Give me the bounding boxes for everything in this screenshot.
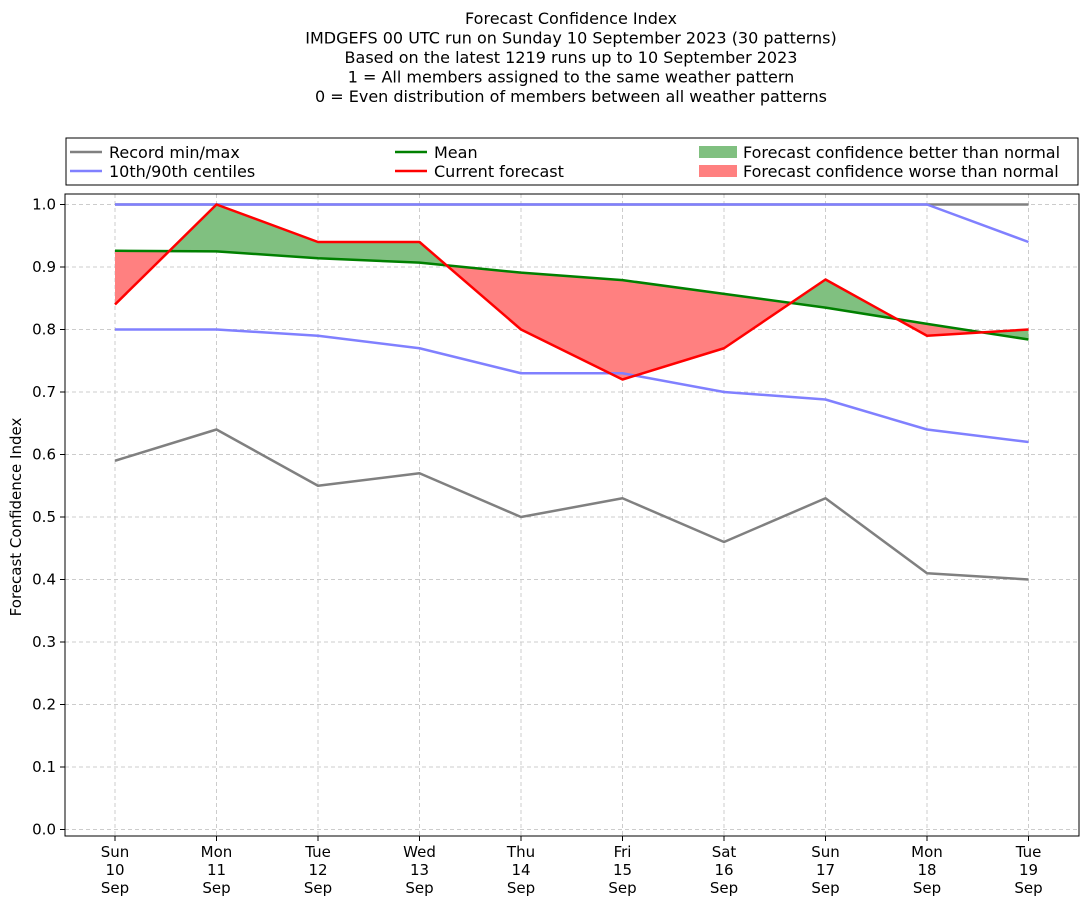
x-tick-label: Sun bbox=[811, 843, 840, 861]
x-tick-label: Sep bbox=[405, 879, 433, 897]
series-line-current bbox=[114, 203, 1029, 381]
series-lines bbox=[114, 203, 1029, 581]
x-tick-label: Sep bbox=[811, 879, 839, 897]
x-tick-label: Thu bbox=[506, 843, 535, 861]
x-tick-label: 15 bbox=[613, 861, 632, 879]
y-axis-label: Forecast Confidence Index bbox=[7, 418, 25, 617]
plot-frame bbox=[64, 193, 1080, 837]
y-tick-label: 0.8 bbox=[32, 321, 56, 339]
title-line: IMDGEFS 00 UTC run on Sunday 10 Septembe… bbox=[305, 29, 837, 48]
legend-label: Mean bbox=[434, 143, 478, 162]
legend-label: 10th/90th centiles bbox=[109, 162, 255, 181]
series-line-p90 bbox=[115, 203, 1029, 244]
x-tick-label: Sat bbox=[712, 843, 737, 861]
series-line-record_min bbox=[114, 428, 1029, 581]
y-tick-label: 0.0 bbox=[32, 821, 56, 839]
x-tick-label: Sun bbox=[101, 843, 130, 861]
y-tick-label: 0.4 bbox=[32, 571, 56, 589]
legend-item: Forecast confidence better than normal bbox=[699, 143, 1060, 162]
x-tick-label: Sep bbox=[507, 879, 535, 897]
x-tick-label: Mon bbox=[201, 843, 233, 861]
x-tick-label: Tue bbox=[1015, 843, 1042, 861]
x-tick-label: 10 bbox=[105, 861, 124, 879]
x-tick-label: Sep bbox=[913, 879, 941, 897]
y-tick-label: 0.2 bbox=[32, 696, 56, 714]
fill-worse-than-normal bbox=[521, 272, 623, 380]
title-line: Based on the latest 1219 runs up to 10 S… bbox=[345, 48, 798, 67]
fill-better-than-normal bbox=[318, 242, 420, 263]
legend-item: Mean bbox=[395, 143, 478, 162]
fill-worse-than-normal bbox=[622, 280, 724, 380]
title-line: Forecast Confidence Index bbox=[465, 9, 677, 28]
x-tick-label: Sep bbox=[101, 879, 129, 897]
x-tick-label: Sep bbox=[608, 879, 636, 897]
title-line: 0 = Even distribution of members between… bbox=[315, 87, 827, 106]
y-tick-label: 0.7 bbox=[32, 383, 56, 401]
axes: 0.00.10.20.30.40.50.60.70.80.91.0Sun10Se… bbox=[32, 193, 1080, 897]
x-tick-label: Sep bbox=[304, 879, 332, 897]
legend-label: Forecast confidence better than normal bbox=[743, 143, 1060, 162]
legend-item: 10th/90th centiles bbox=[70, 162, 255, 181]
y-tick-label: 0.1 bbox=[32, 758, 56, 776]
x-tick-label: 14 bbox=[511, 861, 530, 879]
x-tick-label: 19 bbox=[1019, 861, 1038, 879]
legend-item: Current forecast bbox=[395, 162, 564, 181]
legend-item: Record min/max bbox=[70, 143, 240, 162]
x-tick-label: Sep bbox=[202, 879, 230, 897]
legend-item: Forecast confidence worse than normal bbox=[699, 162, 1059, 181]
x-tick-label: 16 bbox=[714, 861, 733, 879]
x-tick-label: Tue bbox=[304, 843, 331, 861]
legend-swatch bbox=[699, 165, 737, 177]
y-tick-label: 0.6 bbox=[32, 446, 56, 464]
x-tick-label: Mon bbox=[911, 843, 943, 861]
x-tick-label: Sep bbox=[710, 879, 738, 897]
x-tick-label: 17 bbox=[816, 861, 835, 879]
series-line-p10 bbox=[115, 328, 1029, 444]
y-tick-label: 1.0 bbox=[32, 196, 56, 214]
x-tick-label: 12 bbox=[308, 861, 327, 879]
x-tick-label: 18 bbox=[917, 861, 936, 879]
title-line: 1 = All members assigned to the same wea… bbox=[348, 68, 795, 87]
x-tick-label: 13 bbox=[410, 861, 429, 879]
legend-swatch bbox=[699, 146, 737, 158]
legend-label: Forecast confidence worse than normal bbox=[743, 162, 1059, 181]
x-tick-label: Wed bbox=[403, 843, 436, 861]
fill-better-than-normal bbox=[216, 204, 318, 259]
fill-worse-than-normal bbox=[724, 293, 791, 349]
x-tick-label: 11 bbox=[207, 861, 226, 879]
x-tick-label: Fri bbox=[614, 843, 632, 861]
legend-label: Record min/max bbox=[109, 143, 240, 162]
y-tick-label: 0.3 bbox=[32, 633, 56, 651]
legend-box bbox=[65, 137, 1079, 186]
legend-label: Current forecast bbox=[434, 162, 564, 181]
x-tick-label: Sep bbox=[1014, 879, 1042, 897]
y-tick-label: 0.9 bbox=[32, 258, 56, 276]
y-tick-label: 0.5 bbox=[32, 508, 56, 526]
series-line-mean bbox=[114, 249, 1029, 341]
